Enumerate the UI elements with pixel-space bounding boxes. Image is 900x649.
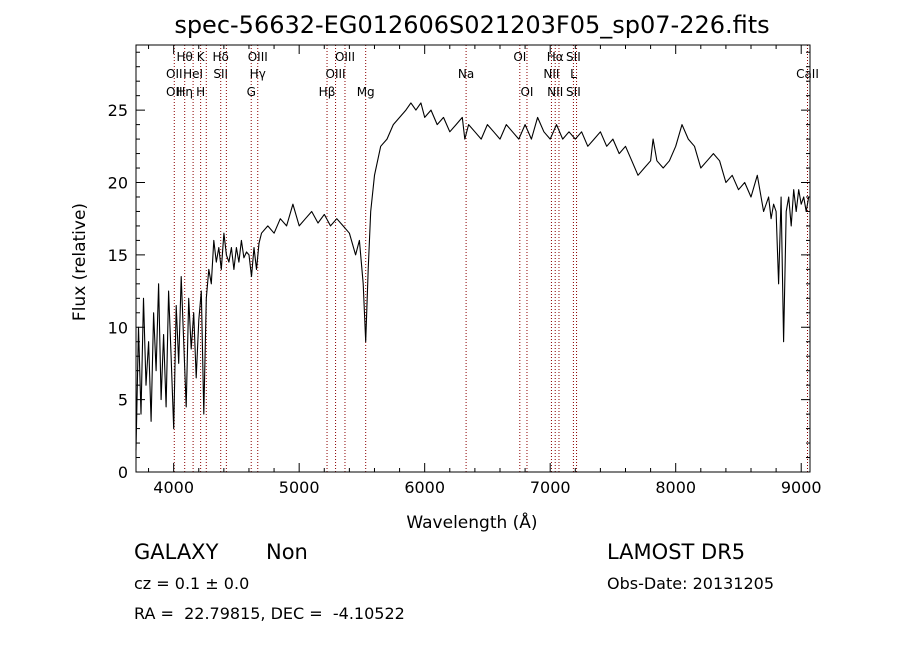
y-axis-label: Flux (relative) xyxy=(70,203,90,321)
line-marker-label-7-0: G xyxy=(247,85,256,99)
y-tick-label-1: 5 xyxy=(118,391,128,410)
line-marker-label-5-0: Hδ xyxy=(213,50,229,64)
line-marker-label-19-2: SII xyxy=(566,85,581,99)
line-marker-label-19-1: L xyxy=(570,67,577,81)
chart-title: spec-56632-EG012606S021203F05_sp07-226.f… xyxy=(174,11,769,39)
line-marker-label-9-0: Hβ xyxy=(319,85,336,99)
x-tick-label-0: 4000 xyxy=(153,478,194,497)
sky-coordinates: RA = 22.79815, DEC = -4.10522 xyxy=(134,604,405,623)
y-tick-label-2: 10 xyxy=(108,318,128,337)
line-marker-label-1-1: Hη xyxy=(176,85,193,99)
line-marker-label-0-0: OII xyxy=(166,67,183,81)
line-marker-label-3-1: H xyxy=(196,85,205,99)
observation-date: Obs-Date: 20131205 xyxy=(607,574,775,593)
spectrum-series xyxy=(135,102,810,451)
line-marker-label-17-1: NII xyxy=(547,85,563,99)
line-marker-label-11-0: OIII xyxy=(335,50,355,64)
y-tick-label-3: 15 xyxy=(108,246,128,265)
line-marker-label-16-0: NII xyxy=(543,67,559,81)
line-marker-label-3-0: K xyxy=(197,50,206,64)
line-marker-label-13-0: Na xyxy=(458,67,474,81)
y-tick-label-4: 20 xyxy=(108,174,128,193)
object-class: GALAXY xyxy=(134,540,219,564)
x-tick-label-4: 8000 xyxy=(655,478,696,497)
survey-name: LAMOST DR5 xyxy=(607,540,746,564)
chart-axes: 4000 5000 6000 7000 8000 9000 0 5 10 15 20 25 xyxy=(108,44,822,497)
line-marker-label-2-0: HeI xyxy=(183,67,203,81)
spectrum-line-0 xyxy=(135,102,810,451)
x-tick-label-2: 6000 xyxy=(404,478,445,497)
line-marker-label-10-0: OIII xyxy=(326,67,346,81)
line-marker-label-12-0: Mg xyxy=(357,85,375,99)
line-marker-label-17-0: Hα xyxy=(547,50,564,64)
y-tick-label-5: 25 xyxy=(108,101,128,120)
line-marker-label-14-0: OI xyxy=(513,50,526,64)
redshift-cz: cz = 0.1 ± 0.0 xyxy=(134,574,250,593)
line-marker-label-21-0: CaII xyxy=(796,67,819,81)
line-marker-label-5-1: SII xyxy=(213,67,228,81)
line-marker-label-8-1: Hγ xyxy=(250,67,266,81)
x-tick-label-5: 9000 xyxy=(781,478,822,497)
object-subclass: Non xyxy=(266,540,308,564)
plot-frame xyxy=(135,44,811,473)
line-marker-label-0-1: OII xyxy=(166,85,183,99)
line-marker-label-15-0: OI xyxy=(520,85,533,99)
line-marker-label-1-0: Hθ xyxy=(177,50,193,64)
y-tick-label-0: 0 xyxy=(118,463,128,482)
line-marker-label-19-0: SII xyxy=(566,50,581,64)
line-marker-label-8-0: OIII xyxy=(248,50,268,64)
x-tick-label-1: 5000 xyxy=(279,478,320,497)
x-tick-label-3: 7000 xyxy=(530,478,571,497)
line-markers: OII OII Hθ Hη HeI K H Hδ SII G OIII Hγ Hβ OIII OIII Mg N… xyxy=(166,45,819,472)
x-axis-label: Wavelength (Å) xyxy=(406,511,537,533)
